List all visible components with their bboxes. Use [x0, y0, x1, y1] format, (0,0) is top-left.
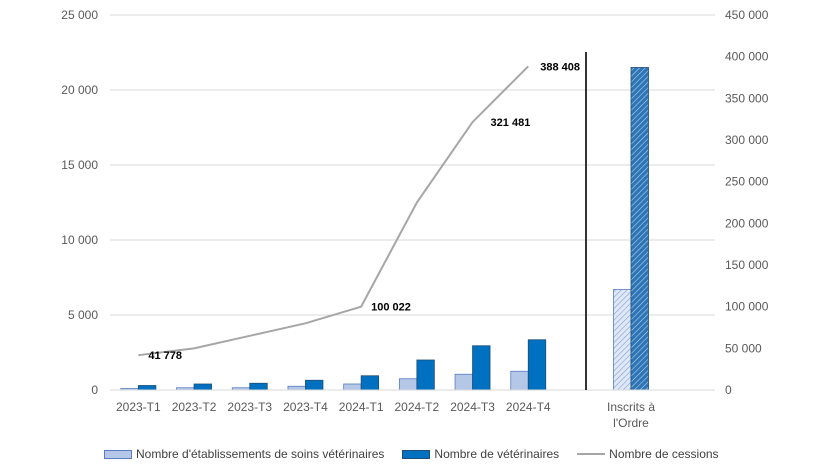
- legend-item-veterinaires: Nombre de vétérinaires: [402, 447, 559, 461]
- legend-item-cessions: Nombre de cessions: [577, 447, 719, 461]
- right-axis-ticks: 0 50 000 100 000 150 000 200 000 250 000 300 0…: [725, 8, 769, 397]
- bar-etablissements: [287, 385, 306, 391]
- x-tick-label: 2024-T2: [394, 400, 439, 414]
- bar-veterinaires: [137, 385, 157, 391]
- left-axis-ticks: 0 5 000 10 000 15 000 20 000 25 000: [61, 8, 98, 397]
- x-tick-label: 2024-T4: [506, 400, 551, 414]
- legend-swatch-veterinaires: [402, 449, 431, 459]
- bar-etablissements: [343, 383, 362, 391]
- left-tick-label: 20 000: [61, 83, 98, 97]
- bar-etablissements: [398, 378, 418, 391]
- data-label-cessions: 100 022: [371, 302, 411, 314]
- left-tick-label: 10 000: [61, 233, 98, 247]
- bar-etablissements: [510, 370, 529, 391]
- right-tick-label: 50 000: [725, 341, 762, 355]
- right-tick-label: 150 000: [725, 258, 769, 272]
- bar-veterinaires: [305, 379, 324, 391]
- right-tick-label: 450 000: [725, 8, 769, 22]
- x-tick-label: 2024-T3: [450, 400, 495, 414]
- left-tick-label: 15 000: [61, 158, 98, 172]
- right-tick-label: 0: [725, 383, 732, 397]
- bar-veterinaires-ordre: [630, 67, 649, 391]
- gridlines: [110, 14, 715, 316]
- x-tick-label: 2023-T3: [227, 400, 272, 414]
- legend-label-cessions: Nombre de cessions: [609, 447, 719, 461]
- data-label-cessions: 321 481: [491, 117, 531, 129]
- left-tick-label: 5 000: [68, 308, 98, 322]
- bar-veterinaires: [527, 339, 547, 391]
- right-tick-label: 200 000: [725, 216, 769, 230]
- bar-etablissements: [454, 373, 473, 391]
- bars: [120, 67, 649, 391]
- x-axis-ticks: 2023-T1 2023-T2 2023-T3 2023-T4 2024-T1 2024-…: [116, 400, 655, 430]
- legend-item-etablissements: Nombre d'établissements de soins vétérin…: [104, 447, 384, 461]
- bar-veterinaires: [249, 382, 268, 391]
- bar-etablissements-ordre: [613, 289, 632, 391]
- cessions-line: [138, 65, 529, 357]
- data-label-cessions: 41 778: [148, 350, 182, 362]
- right-tick-label: 350 000: [725, 91, 769, 105]
- data-label-cessions: 388 408: [540, 61, 580, 73]
- data-labels: 41 778 100 022 321 481 388 408: [148, 61, 580, 362]
- x-tick-label-ordre: l'Ordre: [613, 416, 649, 430]
- x-tick-label: 2023-T2: [172, 400, 217, 414]
- right-tick-label: 250 000: [725, 175, 769, 189]
- legend: Nombre d'établissements de soins vétérin…: [104, 447, 719, 461]
- legend-label-etablissements: Nombre d'établissements de soins vétérin…: [136, 447, 385, 461]
- right-tick-label: 400 000: [725, 50, 769, 64]
- bar-veterinaires: [193, 383, 212, 391]
- left-tick-label: 0: [91, 383, 98, 397]
- bar-veterinaires: [360, 375, 380, 391]
- x-tick-label: 2023-T4: [283, 400, 328, 414]
- legend-swatch-cessions: [577, 453, 606, 455]
- bar-veterinaires: [416, 359, 435, 391]
- bar-veterinaires: [472, 345, 491, 391]
- left-tick-label: 25 000: [61, 8, 98, 22]
- legend-label-veterinaires: Nombre de vétérinaires: [434, 447, 560, 461]
- cessions-polyline: [138, 65, 529, 357]
- legend-swatch-etablissements: [104, 449, 132, 459]
- x-tick-label: 2024-T1: [339, 400, 384, 414]
- right-tick-label: 100 000: [725, 300, 769, 314]
- x-tick-label-ordre: Inscrits à: [607, 400, 655, 414]
- x-tick-label: 2023-T1: [116, 400, 161, 414]
- right-tick-label: 300 000: [725, 133, 769, 147]
